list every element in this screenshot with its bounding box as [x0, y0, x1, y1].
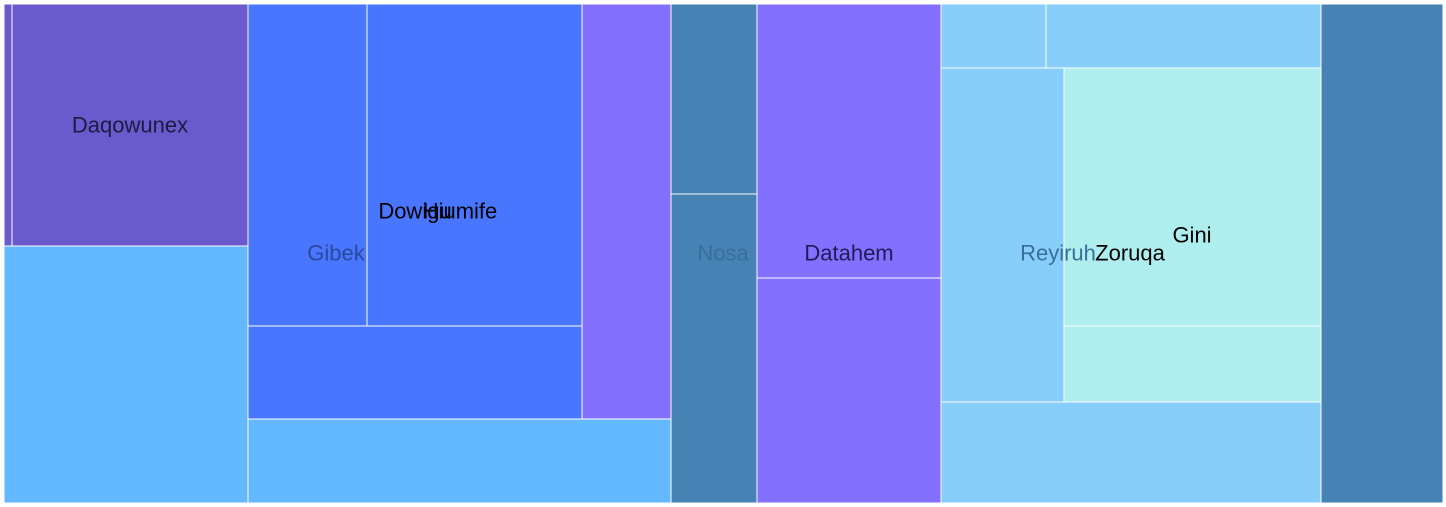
treemap-cell-c8	[581, 3, 672, 420]
treemap-cell-dowigu	[366, 3, 583, 327]
treemap-cell-c7	[247, 325, 583, 420]
treemap-cells	[3, 3, 1444, 504]
treemap-label-dowigu: Dowigu	[378, 199, 451, 224]
treemap-label-zoruqa: Zoruqa	[1095, 241, 1165, 266]
treemap-label-hiumife: Hiumife	[423, 199, 498, 224]
treemap-label-gibek: Gibek	[307, 241, 365, 266]
treemap-cell-nosa	[670, 193, 758, 504]
treemap-cell-datahem	[756, 3, 942, 279]
treemap-cell-c10	[670, 3, 758, 195]
treemap-label-datahem: Datahem	[804, 241, 893, 266]
treemap-cell-c13	[756, 277, 942, 504]
treemap-label-reyiruh: Reyiruh	[1020, 241, 1096, 266]
treemap-label-daqowunex: Daqowunex	[72, 113, 188, 138]
treemap-cell-c21	[1320, 3, 1444, 504]
treemap-cell-gibek	[247, 3, 368, 327]
treemap-cell-c14	[940, 3, 1047, 69]
treemap-cell-reyiruh	[940, 67, 1065, 403]
treemap-cell-c9	[247, 418, 672, 504]
treemap-cell-c1	[3, 3, 13, 247]
treemap-cell-zoruqa	[1063, 67, 1322, 327]
treemap-cell-c20	[940, 401, 1322, 504]
treemap-label-nosa: Nosa	[697, 241, 749, 266]
treemap-label-gini: Gini	[1172, 223, 1211, 248]
treemap-cell-c15	[1045, 3, 1322, 69]
treemap-cell-c19	[1063, 325, 1322, 403]
treemap-cell-c3	[3, 245, 249, 504]
